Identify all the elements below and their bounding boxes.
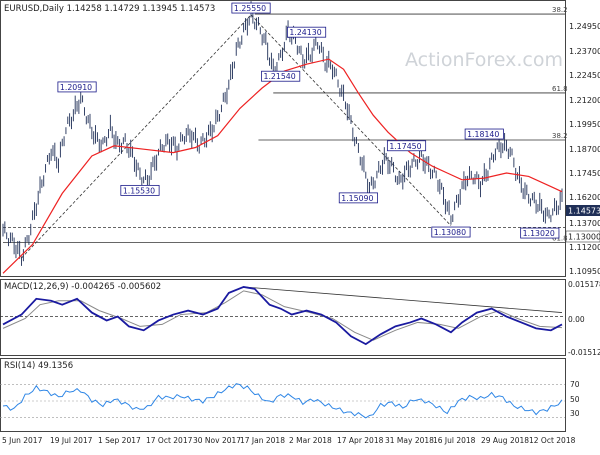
price-series — [2, 1, 563, 266]
level-label: 61.8 — [552, 234, 568, 242]
rsi-header: RSI(14) 49.1356 — [4, 361, 73, 371]
macd-header: MACD(12,26,9) -0.004265 -0.005602 — [4, 282, 161, 292]
rsi-line — [2, 383, 563, 419]
moving-average — [2, 58, 563, 274]
macd-panel — [0, 279, 566, 356]
y-tick: 1.18700 — [569, 145, 600, 154]
price-label: 1.25550 — [234, 4, 266, 13]
y-tick: 1.16200 — [569, 193, 600, 202]
price-header: EURUSD,Daily 1.14258 1.14729 1.13945 1.1… — [4, 4, 215, 14]
macd-signal-line — [2, 290, 563, 341]
macd-tick: 0.015178 — [568, 280, 600, 289]
price-label: 1.15530 — [123, 186, 155, 195]
price-label: 1.13080 — [434, 228, 466, 237]
level-label: 38.2 — [552, 6, 568, 14]
annotations: 1.25550 1.24130 1.21540 1.20910 1.15530 1.181… — [57, 2, 560, 239]
price-label-box — [231, 2, 271, 14]
price-label-box — [120, 184, 160, 196]
rsi-tick: 30 — [570, 409, 580, 418]
price-label-box — [57, 81, 97, 93]
price-label: 1.13020 — [523, 229, 555, 238]
price-label-box — [520, 227, 560, 239]
watermark: ActionForex.com — [405, 49, 563, 71]
price-label-box — [261, 70, 301, 82]
price-label: 1.24130 — [289, 28, 321, 37]
trendline — [21, 14, 252, 259]
y-tick: 1.19950 — [569, 120, 600, 129]
x-tick: 16 Jul 2018 — [433, 436, 476, 445]
x-tick: 31 May 2018 — [385, 436, 434, 445]
x-tick: 1 Sep 2017 — [98, 436, 141, 445]
price-label-box — [287, 26, 327, 38]
rsi-tick: 70 — [570, 380, 580, 389]
main-panel — [0, 0, 566, 277]
current-price-label: 1.14573 — [568, 207, 600, 216]
y-tick: 1.23700 — [569, 47, 600, 56]
macd-line — [2, 286, 563, 346]
y-tick: 1.24950 — [569, 22, 600, 31]
x-tick: 2 Mar 2018 — [289, 436, 332, 445]
x-tick: 19 Jul 2017 — [50, 436, 93, 445]
price-label-box — [431, 226, 471, 238]
x-tick: 17 Apr 2018 — [337, 436, 384, 445]
macd-tick: 0.00 — [568, 315, 585, 324]
y-tick: 1.13700 — [569, 219, 600, 228]
macd-trendline — [243, 286, 563, 313]
price-label-box — [386, 140, 427, 152]
y-tick: 1.22450 — [569, 71, 600, 80]
level-label: 38.2 — [552, 132, 568, 140]
macd-tick: -0.015126 — [568, 348, 600, 357]
price-label-box — [464, 128, 504, 140]
price-label: 1.17450 — [389, 142, 421, 151]
y-tick: 1.11200 — [569, 243, 600, 252]
x-tick: 12 Oct 2018 — [529, 436, 576, 445]
level-label: 61.8 — [552, 85, 568, 93]
y-tick: 1.10950 — [569, 267, 600, 276]
rsi-series — [0, 383, 565, 419]
price-label: 1.20910 — [60, 83, 92, 92]
ma-line — [2, 58, 563, 274]
y-tick: 1.21200 — [569, 96, 600, 105]
x-tick: 17 Jan 2018 — [240, 436, 285, 445]
rsi-tick: 50 — [570, 395, 580, 404]
x-tick: 5 Jun 2017 — [2, 436, 43, 445]
price-label: 1.15090 — [341, 194, 373, 203]
current-price-tag — [566, 205, 600, 216]
price-label-box — [338, 192, 378, 204]
x-tick: 17 Oct 2017 — [146, 436, 193, 445]
support-price-tag — [565, 230, 600, 243]
macd-series — [0, 286, 565, 346]
support-price-label: 1.13000 — [568, 233, 600, 242]
price-label: 1.18140 — [467, 130, 499, 139]
x-tick: 30 Nov 2017 — [193, 436, 241, 445]
fib-levels: 38.2 61.8 38.2 61.8 — [3, 6, 568, 243]
x-tick: 29 Aug 2018 — [481, 436, 529, 445]
y-tick: 1.17450 — [569, 169, 600, 178]
rsi-panel — [0, 358, 566, 432]
price-label: 1.21540 — [263, 72, 295, 81]
